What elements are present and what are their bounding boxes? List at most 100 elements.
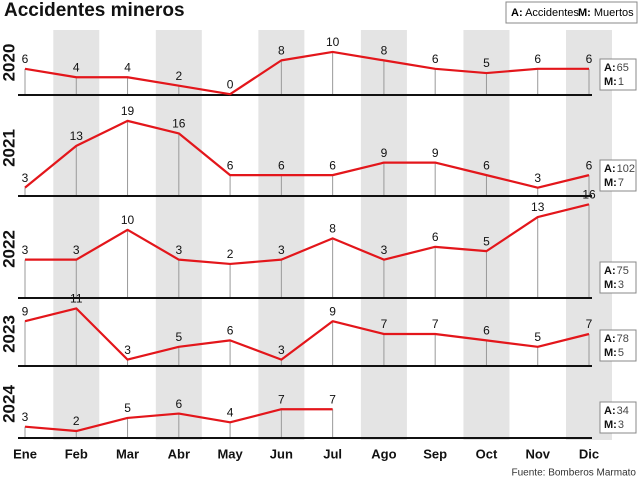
totals-value: 34 (617, 405, 629, 417)
legend-box (505, 1, 638, 24)
totals-accidents: A:34 (604, 405, 629, 417)
data-line (25, 203, 590, 266)
column-band (463, 30, 510, 440)
year-label: 2024 (0, 385, 18, 423)
data-label: 7 (278, 392, 285, 406)
totals-value: 1 (618, 76, 624, 88)
column-band (258, 30, 305, 440)
x-tick-label: Dic (579, 446, 599, 461)
totals-value: 3 (618, 279, 624, 291)
data-label: 5 (124, 401, 131, 415)
totals-key: M: (604, 419, 617, 431)
x-tick-label: Abr (168, 446, 190, 461)
totals-key: A: (604, 265, 616, 277)
data-label: 3 (175, 243, 182, 257)
source: Fuente: Bomberos Marmato (512, 468, 637, 479)
chart-title: Accidentes mineros (4, 0, 185, 21)
totals-value: 5 (618, 347, 624, 359)
legend-entry: A: Accidentes (511, 7, 579, 19)
totals-box (599, 261, 637, 294)
data-label: 8 (381, 44, 388, 58)
x-tick-label: Mar (116, 446, 139, 461)
data-label: 13 (70, 129, 84, 143)
column-band (360, 30, 407, 440)
data-label: 10 (326, 35, 340, 49)
x-tick-label: Jun (270, 446, 293, 461)
totals-accidents: A:102 (604, 163, 635, 175)
legend-key: A: (511, 7, 523, 19)
data-label: 6 (586, 52, 593, 66)
data-line (24, 50, 589, 96)
data-label: 8 (278, 44, 285, 58)
x-tick-label: Sep (423, 446, 447, 461)
data-label: 6 (175, 397, 182, 411)
data-label: 4 (227, 405, 234, 419)
data-label: 5 (483, 234, 490, 248)
data-label: 6 (329, 158, 336, 172)
totals-value: 7 (618, 177, 624, 189)
data-label: 6 (534, 52, 541, 66)
column-band (53, 30, 100, 440)
data-label: 10 (121, 213, 135, 227)
data-label: 2 (175, 69, 182, 83)
x-tick-label: Nov (525, 446, 550, 461)
data-label: 8 (329, 222, 336, 236)
totals-key: M: (604, 76, 617, 88)
data-label: 5 (175, 330, 182, 344)
totals-deaths: M:1 (604, 76, 624, 88)
data-label: 7 (381, 317, 388, 331)
data-label: 6 (483, 158, 490, 172)
totals-value: 102 (617, 163, 635, 175)
totals-key: M: (604, 347, 617, 359)
data-label: 9 (381, 146, 388, 160)
year-label: 2023 (0, 315, 18, 353)
data-label: 6 (483, 324, 490, 338)
x-tick-label: Ago (371, 446, 396, 461)
data-line (24, 408, 333, 433)
data-label: 6 (227, 158, 234, 172)
totals-box (599, 329, 637, 362)
year-label: 2022 (0, 230, 18, 268)
data-label: 13 (531, 200, 545, 214)
data-label: 3 (534, 171, 541, 185)
totals-key: A: (604, 333, 616, 345)
totals-value: 65 (617, 62, 629, 74)
totals-accidents: A:75 (604, 265, 629, 277)
x-tick-label: Feb (65, 446, 88, 461)
data-label: 5 (534, 330, 541, 344)
totals-key: A: (604, 62, 616, 74)
data-label: 0 (227, 77, 234, 91)
data-label: 3 (381, 243, 388, 257)
totals-key: A: (604, 405, 616, 417)
totals-value: 3 (618, 419, 624, 431)
data-label: 4 (124, 60, 131, 74)
totals-value: 75 (617, 265, 629, 277)
totals-deaths: M:7 (604, 177, 624, 189)
totals-accidents: A:78 (604, 333, 629, 345)
data-label: 2 (73, 414, 80, 428)
data-label: 6 (227, 324, 234, 338)
totals-accidents: A:65 (604, 62, 629, 74)
data-label: 3 (278, 343, 285, 357)
data-label: 6 (278, 158, 285, 172)
totals-deaths: M:5 (604, 347, 624, 359)
data-label: 3 (22, 171, 29, 185)
data-label: 7 (329, 392, 336, 406)
totals-box (599, 159, 637, 192)
data-label: 11 (70, 292, 83, 306)
data-label: 3 (124, 343, 131, 357)
totals-box (599, 401, 637, 434)
data-label: 9 (22, 304, 29, 318)
data-label: 19 (121, 104, 135, 118)
data-line (24, 307, 590, 361)
x-tick-label: Oct (476, 446, 498, 461)
totals-key: A: (604, 163, 616, 175)
totals-deaths: M:3 (604, 279, 624, 291)
totals-deaths: M:3 (604, 419, 624, 431)
data-label: 7 (586, 317, 593, 331)
x-tick-label: Ene (13, 446, 37, 461)
year-label: 2021 (0, 129, 18, 167)
data-label: 6 (22, 52, 29, 66)
totals-key: M: (604, 279, 617, 291)
